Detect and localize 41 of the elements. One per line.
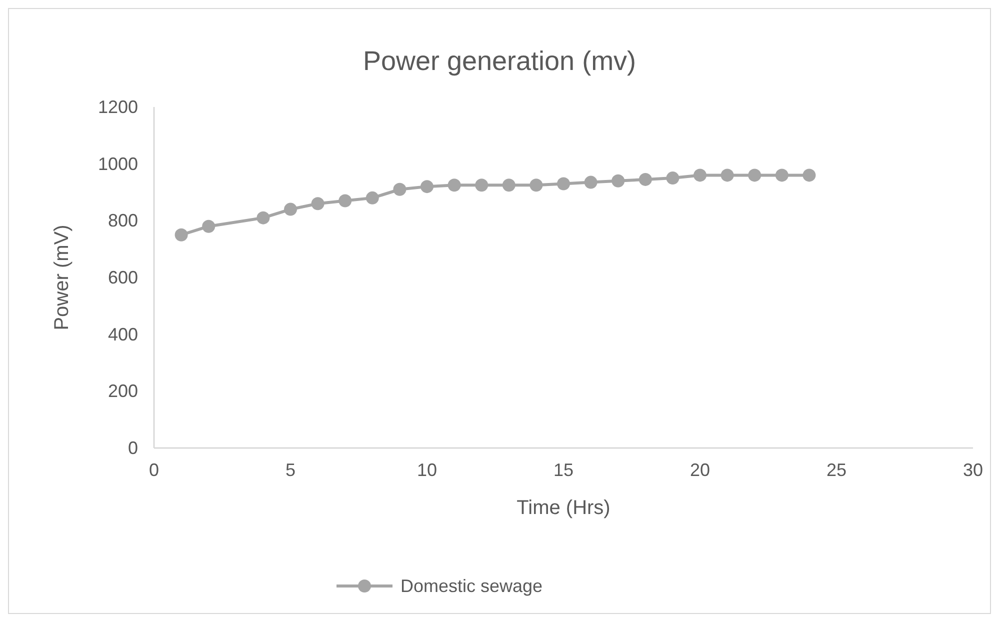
point [638,172,652,186]
y-tick-label: 0 [128,438,138,458]
point [338,194,352,208]
point [174,228,188,242]
x-tick-label: 30 [962,460,984,480]
x-axis-title: Time (Hrs) [516,497,610,519]
point [584,176,598,189]
y-tick-label: 1200 [98,97,138,117]
point [284,202,297,216]
point [393,182,406,196]
y-tick-label: 400 [108,324,138,344]
point [694,168,706,182]
point [448,178,461,192]
point [366,191,379,204]
chart-title: Power generation (mv) [362,46,636,76]
x-tick-label: 25 [826,460,847,480]
point [475,178,488,192]
y-axis-title: Power (mV) [51,224,73,330]
x-tick-label: 10 [416,460,438,480]
x-tick-label: 0 [148,460,160,480]
y-tick-label: 200 [108,381,138,402]
point [802,168,816,182]
point [748,168,762,182]
point [557,177,570,190]
point [530,178,543,192]
x-tick-label: 15 [553,460,574,480]
point [202,220,216,233]
legend-label: Domestic sewage [400,576,543,596]
point [311,197,324,210]
point [720,168,734,182]
x-tick-label: 20 [690,460,710,480]
point [256,211,270,224]
point [775,168,788,182]
point [420,180,434,194]
y-tick-label: 800 [108,210,138,231]
y-tick-label: 600 [108,268,138,288]
point [612,174,625,188]
point [502,178,516,192]
x-tick-label: 5 [285,460,296,480]
point [666,172,680,185]
y-tick-label: 1000 [98,154,138,174]
